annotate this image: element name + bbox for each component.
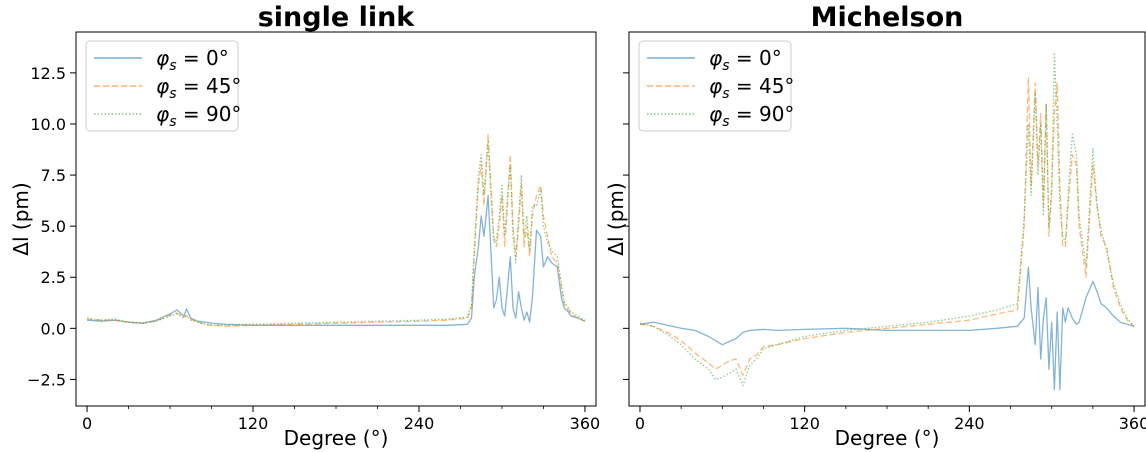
legend-label: φs = 90° — [156, 102, 241, 130]
legend-label: φs = 45° — [156, 74, 241, 102]
legend-item: φs = 90° — [647, 102, 794, 130]
series-line — [87, 133, 586, 327]
x-tick-label: 120 — [238, 414, 269, 433]
x-tick-label: 360 — [1119, 414, 1146, 433]
x-axis-label: Degree (°) — [835, 426, 940, 450]
legend: φs = 0° φs = 45° φs = 90° — [85, 40, 241, 132]
y-tick-label: 7.5 — [41, 166, 66, 185]
x-tick-label: 240 — [954, 414, 985, 433]
series-line — [639, 76, 1135, 376]
series-line — [87, 194, 586, 326]
legend-item: φs = 0° — [94, 46, 229, 74]
legend-label: φs = 0° — [156, 46, 229, 74]
series-line — [639, 266, 1135, 391]
x-tick-label: 0 — [635, 414, 645, 433]
x-axis: 0 120 240 360 — [82, 406, 600, 433]
x-axis: 0 120 240 360 — [635, 406, 1146, 433]
x-tick-label: 240 — [404, 414, 435, 433]
legend-item: φs = 90° — [94, 102, 241, 130]
x-tick-label: 120 — [789, 414, 820, 433]
x-axis-label: Degree (°) — [284, 426, 389, 450]
legend-label: φs = 0° — [709, 46, 782, 74]
series-group — [639, 51, 1135, 391]
y-axis-label: Δl (pm) — [9, 182, 33, 255]
legend-frame — [638, 40, 792, 132]
y-tick-label: 0.0 — [41, 319, 66, 338]
y-axis-label: Δl (pm) — [604, 182, 628, 255]
chart-panel-single-link: single link 0 120 240 360 −2.5 0.0 2.5 5.0 7.5 1… — [9, 2, 600, 450]
legend-item: φs = 0° — [647, 46, 782, 74]
x-tick-label: 0 — [82, 414, 92, 433]
y-tick-label: 10.0 — [30, 115, 66, 134]
legend-label: φs = 45° — [709, 74, 794, 102]
y-tick-label: 5.0 — [41, 217, 66, 236]
y-tick-label: 2.5 — [41, 268, 66, 287]
x-tick-label: 360 — [570, 414, 601, 433]
series-group — [87, 133, 586, 327]
series-line — [639, 51, 1135, 387]
chart-title: single link — [258, 2, 416, 33]
y-axis — [623, 72, 629, 380]
legend: φs = 0° φs = 45° φs = 90° — [638, 40, 794, 132]
series-line — [87, 139, 586, 326]
y-tick-label: 12.5 — [30, 64, 66, 83]
y-tick-label: −2.5 — [27, 370, 66, 389]
legend-label: φs = 90° — [709, 102, 794, 130]
y-axis: −2.5 0.0 2.5 5.0 7.5 10.0 12.5 — [27, 64, 76, 389]
legend-item: φs = 45° — [94, 74, 241, 102]
legend-frame — [85, 40, 239, 132]
chart-panel-michelson: Michelson 0 120 240 360 Degree (°) Δl (pm) … — [604, 2, 1146, 450]
legend-item: φs = 45° — [647, 74, 794, 102]
chart-title: Michelson — [811, 2, 964, 33]
